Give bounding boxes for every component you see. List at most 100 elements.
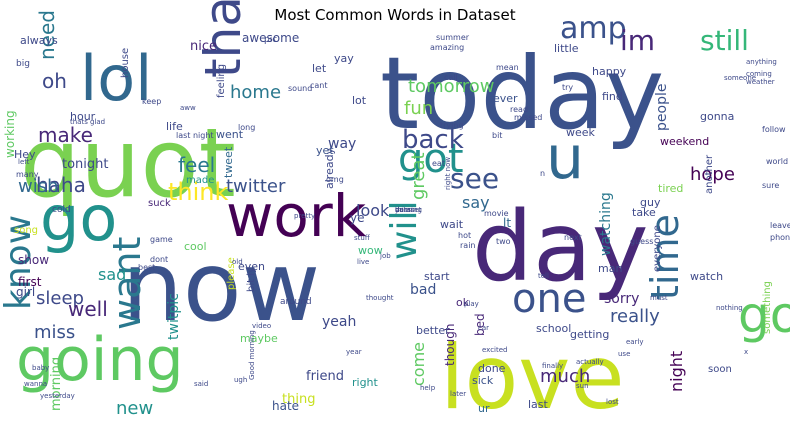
word-sun: sun [576, 382, 589, 390]
word-need: need [35, 10, 59, 60]
word-damn: damn [395, 206, 415, 214]
word-getting: getting [570, 328, 609, 341]
word-feeling: feeling [216, 64, 227, 98]
word-even: even [238, 260, 265, 273]
word-last: last [528, 398, 549, 411]
word-ur: ur [478, 402, 490, 415]
word-school: school [536, 322, 571, 335]
word-always: always [20, 34, 58, 47]
word-quot: quot [20, 109, 236, 219]
word-bed: bed [473, 313, 487, 336]
word-something: something [762, 281, 773, 334]
word-movie: movie [484, 209, 509, 218]
word-start: start [424, 270, 450, 283]
word-lol: lol [80, 42, 152, 115]
word-thank: thank [194, 0, 252, 78]
word-please: please [226, 257, 237, 290]
word-nice: nice [190, 39, 217, 54]
word-little: little [554, 42, 579, 55]
word-guess: guess [630, 237, 653, 246]
word-fun: fun [404, 98, 433, 119]
word-people: people [654, 84, 670, 131]
word-live: live [357, 258, 369, 266]
word-last-night: last night [176, 131, 214, 140]
word-glad: glad [90, 118, 105, 126]
word-next: next [564, 233, 582, 242]
word-thats: thats [70, 118, 88, 126]
word-wish: wish [18, 176, 59, 197]
word-think: think [168, 178, 229, 206]
word-everyone: everyone [652, 225, 663, 272]
word-lt: lt [503, 216, 511, 230]
word-rain: rain [460, 241, 475, 250]
word-still: still [700, 24, 749, 57]
word-must: must [650, 294, 668, 302]
word-read: read [510, 105, 528, 114]
word-long: long [238, 123, 255, 132]
word-amp: amp [560, 11, 627, 46]
word-hey: Hey [14, 148, 36, 161]
chart-title: Most Common Words in Dataset [274, 6, 516, 24]
word-stuff: stuff [354, 234, 370, 242]
word-u: u [546, 123, 584, 193]
word-play: play [464, 300, 479, 308]
word-good: good [738, 286, 790, 344]
word-aww: aww [180, 104, 196, 112]
word-help: help [420, 384, 436, 392]
word-day: day [472, 191, 649, 303]
word-one: one [512, 276, 586, 322]
word-omg: omg [326, 175, 344, 184]
word-thought: thought [366, 294, 394, 302]
word-girl: girl [16, 285, 35, 299]
word-sad: sad [98, 265, 126, 284]
word-morning: morning [49, 357, 64, 411]
word-coming: coming [746, 70, 772, 78]
word-right-now: right now [444, 157, 452, 190]
word-sound: sound [288, 84, 312, 93]
word-hot: hot [458, 231, 471, 240]
word-time: time [643, 214, 687, 300]
word-hate: hate [272, 399, 299, 413]
word-mean: mean [496, 63, 519, 72]
word-right: right [352, 376, 379, 389]
word-yeah: yeah [322, 314, 356, 330]
word-wow: wow [358, 244, 383, 257]
word-try: try [562, 83, 573, 92]
word-said: said [194, 380, 208, 388]
word-dataset: dataset [395, 206, 422, 214]
word-love: love [440, 326, 625, 425]
word-ya: ya [395, 206, 403, 214]
word-yesterday: yesterday [40, 392, 75, 400]
word-going: going [16, 325, 184, 395]
word-early: early [626, 338, 644, 346]
word-summer: summer [436, 33, 470, 42]
word-another: another [704, 154, 715, 194]
word-went: went [216, 128, 244, 141]
word-though: though [443, 324, 457, 366]
word-cant: cant [310, 81, 328, 90]
word-song: song [14, 225, 38, 236]
word-baby: baby [32, 364, 49, 372]
word-guy: guy [640, 196, 661, 209]
word-finally: finally [542, 362, 563, 370]
word-car: car [478, 324, 489, 332]
word-friend: friend [306, 369, 344, 384]
word-pretty: pretty [294, 212, 315, 220]
word-call: call [444, 73, 458, 82]
word-weather: weather [746, 78, 775, 86]
word-twitpic: twitpic [166, 293, 182, 340]
word-first: first [18, 275, 42, 289]
word-great: great [408, 152, 429, 200]
word-yet: yet [316, 144, 334, 157]
word-lost: lost [606, 398, 619, 406]
word-missed: missed [514, 113, 542, 122]
word-tired: tired [658, 182, 683, 195]
word-go: go [40, 182, 117, 255]
word-later: later [450, 390, 466, 398]
word-well: well [68, 297, 108, 321]
word-sure: sure [762, 181, 779, 190]
word-leave: leave [770, 221, 790, 230]
word-suck: suck [148, 198, 171, 209]
word-anything: anything [746, 58, 777, 66]
word-tomorrow: tomorrow [408, 76, 494, 97]
